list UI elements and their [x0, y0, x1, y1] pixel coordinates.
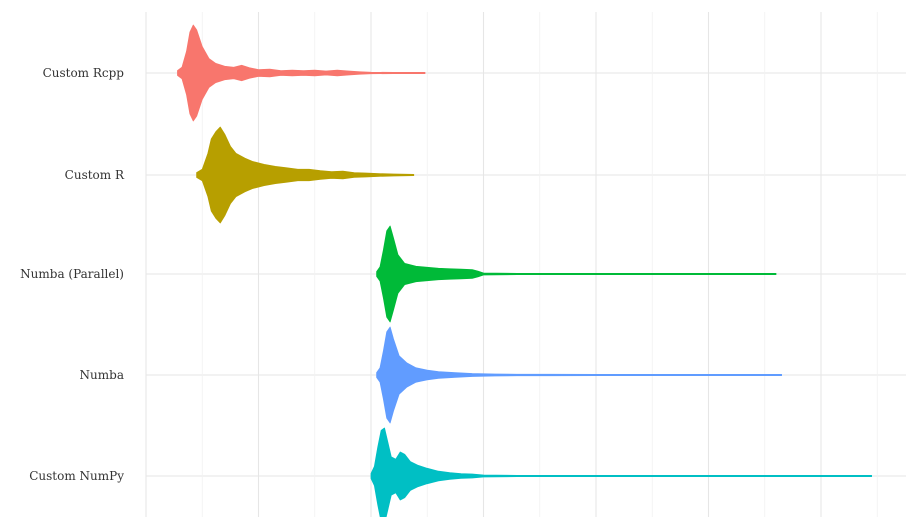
y-tick-label: Numba	[80, 368, 124, 382]
violin-numba	[376, 326, 783, 424]
y-tick-label: Custom NumPy	[29, 469, 124, 483]
grid-major	[145, 12, 906, 517]
y-tick-label: Custom R	[65, 168, 125, 182]
violin-custom-numpy	[370, 427, 873, 517]
y-tick-labels: Custom Rcpp Custom R Numba (Parallel) Numba…	[20, 66, 125, 483]
violin-custom-r	[196, 126, 415, 224]
y-tick-label: Numba (Parallel)	[20, 267, 124, 281]
violin-custom-rcpp	[177, 24, 426, 122]
y-tick-label: Custom Rcpp	[43, 66, 125, 80]
violins	[177, 24, 873, 517]
violin-numba-parallel	[376, 225, 777, 323]
grid-minor	[201, 12, 878, 517]
